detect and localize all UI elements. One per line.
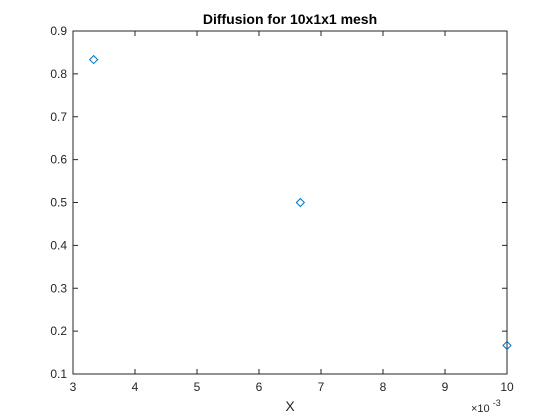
y-tick-label: 0.6: [50, 153, 67, 167]
x-exponent-base: ×10: [471, 403, 490, 415]
x-exponent-power: -3: [493, 398, 501, 408]
axes-box: [72, 30, 508, 375]
x-axis-ticks: 3 4 5 6 7 8 9 10: [70, 31, 514, 394]
x-tick-label: 7: [318, 380, 325, 394]
x-axis-label: X: [285, 398, 295, 414]
data-points: [88, 54, 512, 351]
y-axis-ticks: 0.1 0.2 0.3 0.4 0.5 0.6 0.7 0.8 0.9: [50, 24, 507, 381]
y-tick-label: 0.4: [50, 238, 67, 252]
x-tick-label: 8: [380, 380, 387, 394]
x-tick-label: 10: [500, 380, 514, 394]
y-tick-label: 0.9: [50, 24, 67, 38]
chart-title: Diffusion for 10x1x1 mesh: [203, 11, 377, 27]
y-tick-label: 0.2: [50, 324, 67, 338]
x-axis-exponent: ×10 -3: [471, 398, 501, 415]
y-tick-label: 0.7: [50, 110, 67, 124]
y-tick-label: 0.3: [50, 281, 67, 295]
x-tick-label: 3: [70, 380, 77, 394]
data-point-diamond: [295, 197, 306, 208]
x-tick-label: 6: [256, 380, 263, 394]
x-tick-label: 9: [442, 380, 449, 394]
y-tick-label: 0.8: [50, 67, 67, 81]
x-tick-label: 4: [132, 380, 139, 394]
data-point-diamond: [502, 340, 512, 351]
y-tick-label: 0.1: [50, 367, 67, 381]
x-tick-label: 5: [194, 380, 201, 394]
data-point-diamond: [88, 54, 99, 65]
y-tick-label: 0.5: [50, 196, 67, 210]
